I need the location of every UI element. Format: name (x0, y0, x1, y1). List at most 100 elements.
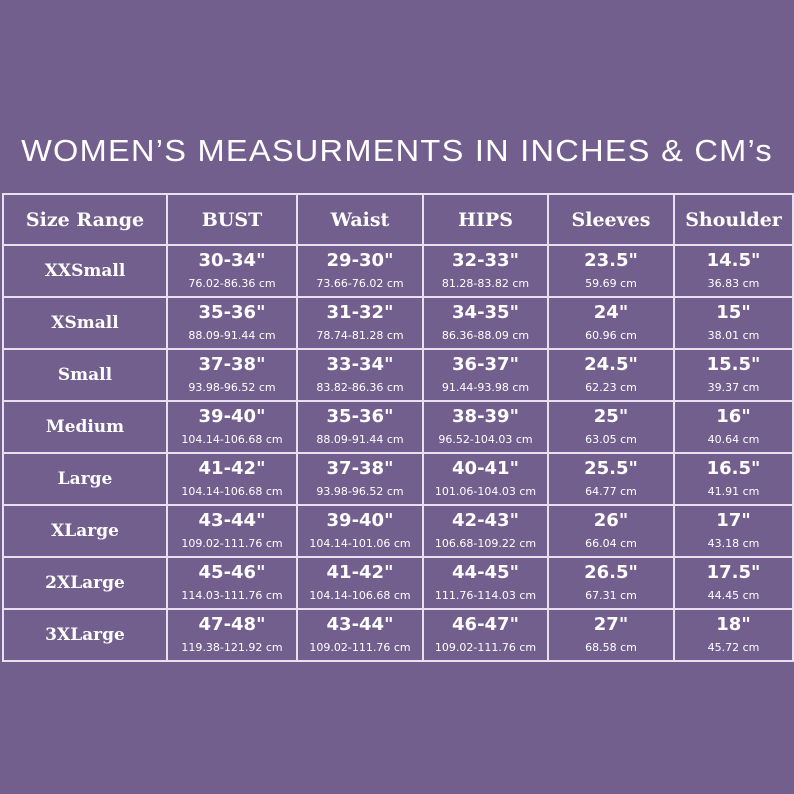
cm-value: 119.38-121.92 cm (181, 641, 283, 654)
inches-value: 31-32" (326, 302, 394, 323)
size-label: Small (2, 348, 168, 402)
column-header: BUST (166, 193, 298, 246)
column-header: Size Range (2, 193, 168, 246)
cm-value: 64.77 cm (585, 485, 637, 498)
measurement-cell: 35-36" 88.09-91.44 cm (166, 296, 298, 350)
cm-value: 104.14-106.68 cm (181, 485, 283, 498)
inches-value: 18" (716, 614, 751, 635)
cm-value: 83.82-86.36 cm (316, 381, 404, 394)
measurement-cell: 46-47" 109.02-111.76 cm (422, 608, 549, 662)
measurement-cell: 36-37" 91.44-93.98 cm (422, 348, 549, 402)
measurement-cell: 34-35" 86.36-88.09 cm (422, 296, 549, 350)
inches-value: 38-39" (452, 406, 519, 427)
column-header: HIPS (422, 193, 549, 246)
measurement-cell: 43-44" 109.02-111.76 cm (296, 608, 424, 662)
cm-value: 39.37 cm (707, 381, 760, 394)
inches-value: 27" (593, 614, 629, 635)
measurement-cell: 45-46" 114.03-111.76 cm (166, 556, 298, 610)
inches-value: 25.5" (584, 458, 638, 479)
measurement-cell: 41-42" 104.14-106.68 cm (296, 556, 424, 610)
table-row: XLarge 43-44" 109.02-111.76 cm 39-40" 104.14… (2, 504, 794, 558)
size-label: Large (2, 452, 168, 506)
cm-value: 62.23 cm (585, 381, 637, 394)
inches-value: 29-30" (326, 250, 394, 271)
measurement-cell: 35-36" 88.09-91.44 cm (296, 400, 424, 454)
inches-value: 43-44" (326, 614, 394, 635)
inches-value: 34-35" (452, 302, 519, 323)
table-row: Medium 39-40" 104.14-106.68 cm 35-36" 88.09-… (2, 400, 794, 454)
measurement-cell: 17" 43.18 cm (673, 504, 794, 558)
inches-value: 36-37" (452, 354, 519, 375)
cm-value: 114.03-111.76 cm (181, 589, 283, 602)
cm-value: 81.28-83.82 cm (441, 277, 530, 290)
inches-value: 45-46" (198, 562, 266, 583)
cm-value: 93.98-96.52 cm (316, 485, 404, 498)
inches-value: 26" (593, 510, 629, 531)
cm-value: 96.52-104.03 cm (438, 433, 533, 446)
cm-value: 73.66-76.02 cm (316, 277, 404, 290)
measurement-cell: 41-42" 104.14-106.68 cm (166, 452, 298, 506)
inches-value: 46-47" (452, 614, 519, 635)
inches-value: 14.5" (706, 250, 761, 271)
measurement-cell: 27" 68.58 cm (547, 608, 675, 662)
inches-value: 44-45" (452, 562, 519, 583)
cm-value: 91.44-93.98 cm (441, 381, 530, 394)
cm-value: 93.98-96.52 cm (188, 381, 276, 394)
inches-value: 42-43" (452, 510, 519, 531)
cm-value: 106.68-109.22 cm (434, 537, 537, 550)
inches-value: 37-38" (198, 354, 266, 375)
column-header: Shoulder (673, 193, 794, 246)
measurement-cell: 37-38" 93.98-96.52 cm (166, 348, 298, 402)
measurement-cell: 42-43" 106.68-109.22 cm (422, 504, 549, 558)
cm-value: 88.09-91.44 cm (316, 433, 404, 446)
measurement-cell: 40-41" 101.06-104.03 cm (422, 452, 549, 506)
table-row: 3XLarge 47-48" 119.38-121.92 cm 43-44" 109.0… (2, 608, 794, 662)
measurement-cell: 24.5" 62.23 cm (547, 348, 675, 402)
measurement-cell: 43-44" 109.02-111.76 cm (166, 504, 298, 558)
measurement-cell: 25.5" 64.77 cm (547, 452, 675, 506)
inches-value: 37-38" (326, 458, 394, 479)
cm-value: 63.05 cm (585, 433, 637, 446)
measurement-cell: 26" 66.04 cm (547, 504, 675, 558)
measurement-cell: 32-33" 81.28-83.82 cm (422, 244, 549, 298)
measurement-cell: 26.5" 67.31 cm (547, 556, 675, 610)
inches-value: 41-42" (326, 562, 394, 583)
inches-value: 35-36" (198, 302, 266, 323)
measurement-cell: 38-39" 96.52-104.03 cm (422, 400, 549, 454)
measurement-cell: 16" 40.64 cm (673, 400, 794, 454)
measurement-cell: 16.5" 41.91 cm (673, 452, 794, 506)
inches-value: 25" (593, 406, 629, 427)
size-label: 2XLarge (2, 556, 168, 610)
table-row: XXSmall 30-34" 76.02-86.36 cm 29-30" 73.66-7… (2, 244, 794, 298)
size-chart-table: Size Range BUST Waist HIPS Sleeves Shoulder X… (2, 193, 794, 662)
inches-value: 24" (593, 302, 629, 323)
cm-value: 59.69 cm (585, 277, 637, 290)
inches-value: 41-42" (198, 458, 266, 479)
measurement-cell: 15.5" 39.37 cm (673, 348, 794, 402)
table-row: Large 41-42" 104.14-106.68 cm 37-38" 93.98-9… (2, 452, 794, 506)
inches-value: 17.5" (706, 562, 761, 583)
cm-value: 86.36-88.09 cm (441, 329, 530, 342)
measurement-cell: 44-45" 111.76-114.03 cm (422, 556, 549, 610)
cm-value: 109.02-111.76 cm (434, 641, 537, 654)
inches-value: 16.5" (706, 458, 761, 479)
size-label: XLarge (2, 504, 168, 558)
inches-value: 43-44" (198, 510, 266, 531)
cm-value: 60.96 cm (585, 329, 637, 342)
measurement-cell: 24" 60.96 cm (547, 296, 675, 350)
inches-value: 40-41" (452, 458, 519, 479)
table-row: 2XLarge 45-46" 114.03-111.76 cm 41-42" 104.1… (2, 556, 794, 610)
cm-value: 38.01 cm (707, 329, 760, 342)
measurement-cell: 15" 38.01 cm (673, 296, 794, 350)
measurement-cell: 30-34" 76.02-86.36 cm (166, 244, 298, 298)
measurement-cell: 14.5" 36.83 cm (673, 244, 794, 298)
cm-value: 78.74-81.28 cm (316, 329, 404, 342)
inches-value: 15" (716, 302, 751, 323)
measurement-cell: 39-40" 104.14-101.06 cm (296, 504, 424, 558)
column-header: Waist (296, 193, 424, 246)
cm-value: 40.64 cm (707, 433, 760, 446)
inches-value: 23.5" (584, 250, 638, 271)
measurement-cell: 18" 45.72 cm (673, 608, 794, 662)
table-row: XSmall 35-36" 88.09-91.44 cm 31-32" 78.74-81… (2, 296, 794, 350)
inches-value: 30-34" (198, 250, 266, 271)
